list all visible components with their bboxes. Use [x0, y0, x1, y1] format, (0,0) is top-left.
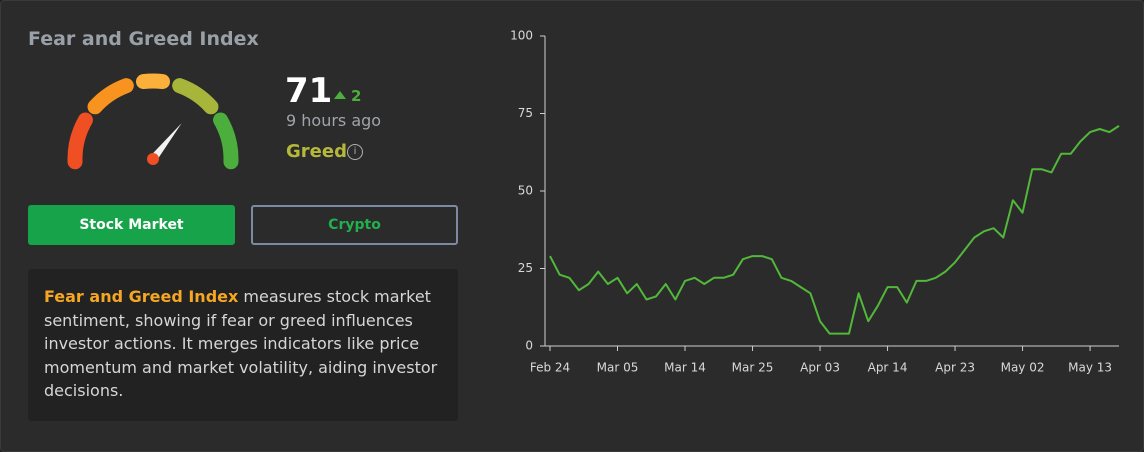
index-change: 2 — [334, 87, 361, 105]
description: Fear and Greed Index measures stock mark… — [28, 269, 458, 421]
x-tick-label: Mar 25 — [732, 361, 774, 375]
x-tick-label: Feb 24 — [530, 361, 570, 375]
gauge-segment — [213, 112, 239, 170]
updated: 9 hours ago — [286, 111, 382, 130]
index-value: 71 — [285, 71, 333, 111]
stock-market-tab[interactable]: Stock Market — [28, 205, 235, 245]
x-tick-label: Mar 14 — [664, 361, 706, 375]
info-icon[interactable]: i — [347, 144, 363, 160]
gauge-segment — [135, 73, 171, 90]
y-tick-label: 25 — [518, 261, 533, 275]
needle-hub — [147, 153, 159, 165]
x-tick-label: Apr 23 — [935, 361, 975, 375]
sentiment-label: Greed — [286, 141, 347, 162]
gauge-segment — [87, 78, 134, 115]
y-tick-label: 75 — [518, 106, 533, 120]
x-tick-label: May 02 — [1001, 361, 1045, 375]
gauge-needle — [149, 123, 182, 162]
gauge-segment — [67, 112, 93, 170]
description-text: measures stock market sentiment, showing… — [44, 287, 438, 400]
title: Fear and Greed Index — [28, 28, 259, 50]
crypto-tab[interactable]: Crypto — [251, 205, 458, 245]
y-tick-label: 50 — [518, 184, 533, 198]
y-tick-label: 100 — [510, 29, 533, 43]
x-tick-label: May 13 — [1068, 361, 1112, 375]
x-tick-label: Apr 14 — [868, 361, 908, 375]
description-highlight: Fear and Greed Index — [44, 287, 239, 306]
line — [549, 125, 1120, 335]
x-tick-label: Mar 05 — [597, 361, 639, 375]
gauge-segment — [172, 78, 219, 115]
y-tick-label: 0 — [525, 339, 533, 353]
x-tick-label: Apr 03 — [800, 361, 840, 375]
